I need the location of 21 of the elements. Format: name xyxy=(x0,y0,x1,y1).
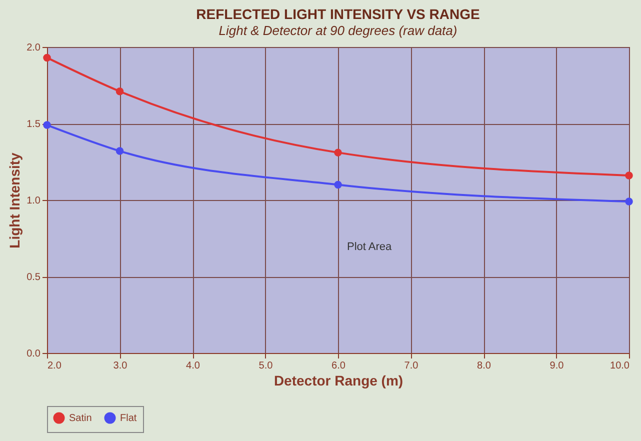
x-axis-title: Detector Range (m) xyxy=(274,372,404,388)
y-tick-label: 0.5 xyxy=(26,272,41,283)
x-tick-label: 3.0 xyxy=(113,360,128,372)
x-tick-label: 10.0 xyxy=(610,360,630,372)
y-tick-label: 0.0 xyxy=(26,348,41,360)
y-tick-label: 1.0 xyxy=(26,196,41,206)
chart-title: REFLECTED LIGHT INTENSITY VS RANGE xyxy=(196,6,480,22)
x-tick-label: 2.0 xyxy=(48,360,62,372)
x-tick-label: 5.0 xyxy=(258,360,274,372)
legend-label: Flat xyxy=(120,413,137,424)
legend-label: Satin xyxy=(69,413,92,424)
x-tick-label: 7.0 xyxy=(404,360,419,372)
chart-subtitle: Light & Detector at 90 degrees (raw data) xyxy=(218,23,458,38)
x-tick-label: 8.0 xyxy=(477,360,492,372)
annotation: Plot Area xyxy=(347,241,393,253)
x-tick-label: 9.0 xyxy=(550,360,564,372)
x-tick-label: 4.0 xyxy=(186,360,200,372)
y-axis-title: Light Intensity xyxy=(6,152,23,248)
x-tick-label: 6.0 xyxy=(332,360,346,372)
y-tick-label: 1.5 xyxy=(26,119,41,130)
y-tick-label: 2.0 xyxy=(26,42,41,54)
